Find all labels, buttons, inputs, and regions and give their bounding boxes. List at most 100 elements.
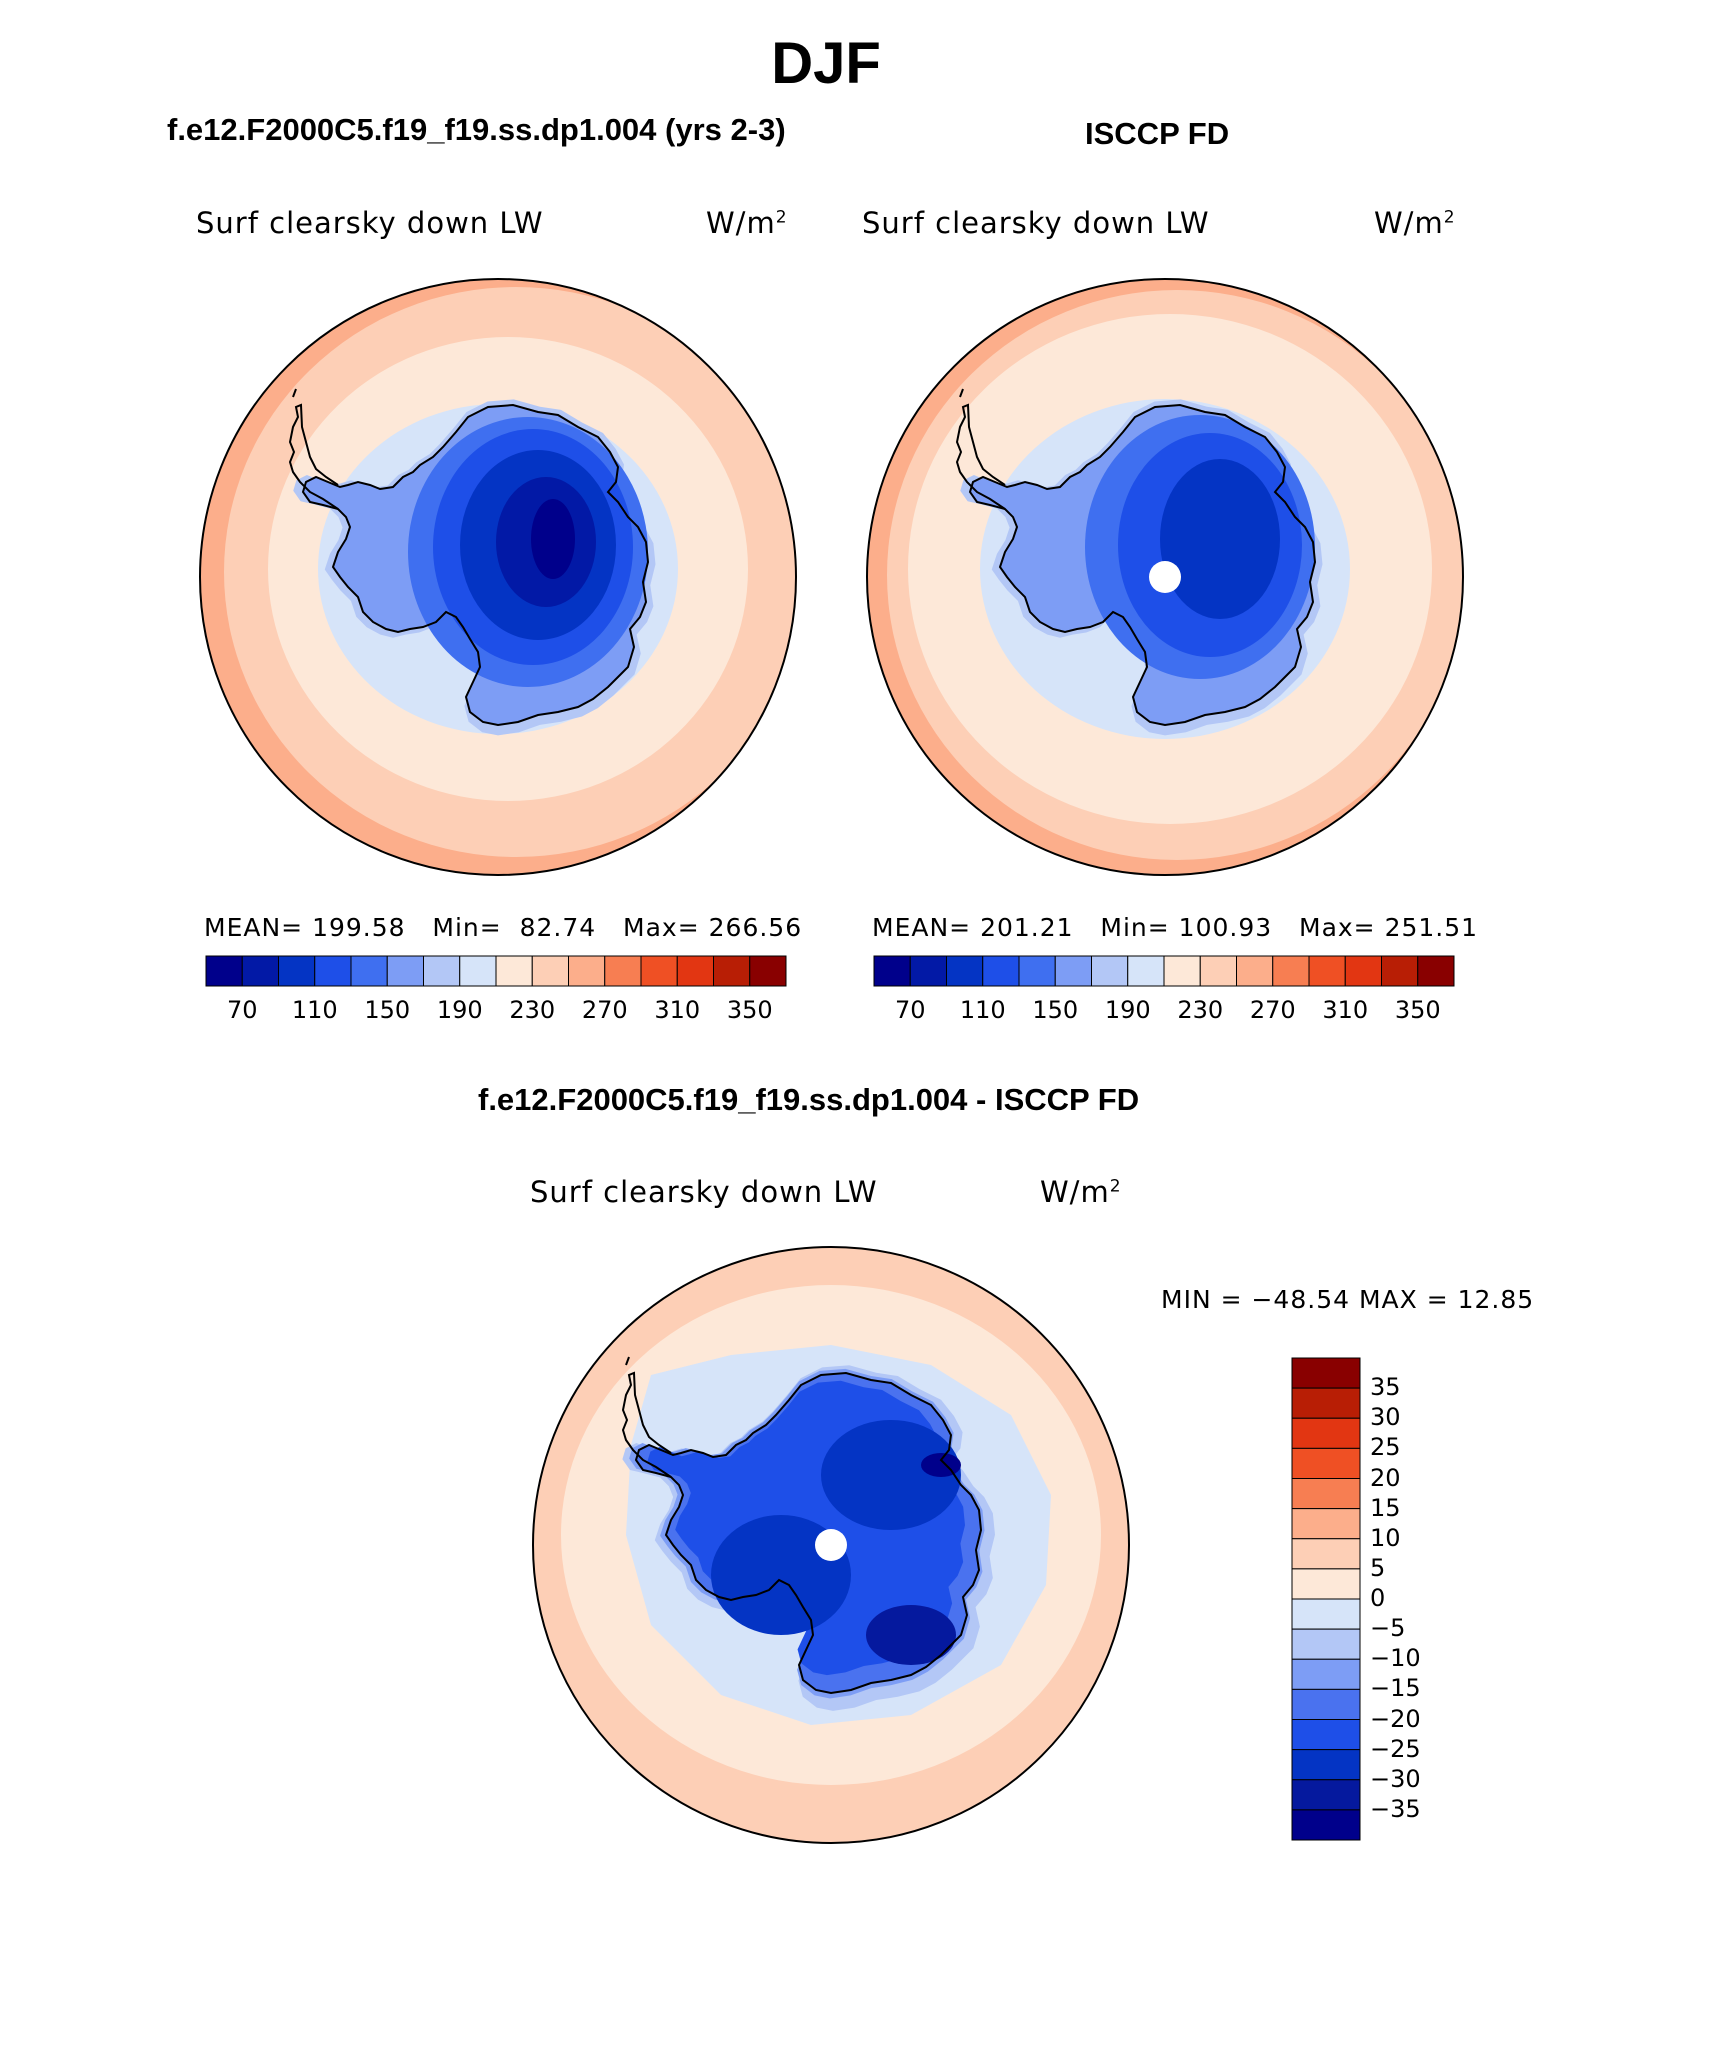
colorbar-tick-label: 15	[1370, 1493, 1401, 1522]
diff-colorbar	[1291, 1357, 1361, 1841]
model-stats: MEAN= 199.58 Min= 82.74 Max= 266.56	[204, 913, 802, 942]
obs-mean-label: MEAN=	[872, 913, 972, 942]
colorbar-tick-label: 5	[1370, 1553, 1386, 1582]
model-units-label: W/m2	[706, 206, 788, 240]
obs-variable-label: Surf clearsky down LW	[862, 206, 1210, 240]
colorbar-box	[749, 955, 787, 987]
obs-mean-value: 201.21	[980, 913, 1074, 942]
colorbar-box	[205, 955, 243, 987]
model-mean-value: 199.58	[312, 913, 406, 942]
colorbar-tick-label: 30	[1370, 1403, 1401, 1432]
colorbar-box	[1381, 955, 1419, 987]
obs-polar-map	[866, 278, 1464, 876]
colorbar-tick-label: 110	[291, 996, 338, 1024]
colorbar-tick-label: 70	[894, 996, 926, 1024]
colorbar-box	[495, 955, 533, 987]
model-colorbar	[205, 955, 787, 987]
colorbar-tick-label: −5	[1370, 1614, 1406, 1643]
colorbar-box	[1291, 1809, 1361, 1841]
colorbar-box	[1291, 1628, 1361, 1660]
diff-polar-map	[532, 1246, 1130, 1844]
colorbar-box	[386, 955, 424, 987]
model-colorbar-ticks: 70 110 150 190 230 270 310 350	[206, 996, 786, 1026]
colorbar-tick-label: 350	[1394, 996, 1441, 1024]
pole-missing-data	[815, 1529, 847, 1561]
model-min-value: 82.74	[519, 913, 597, 942]
colorbar-box	[1291, 1598, 1361, 1630]
colorbar-box	[604, 955, 642, 987]
obs-min-value: 100.93	[1178, 913, 1273, 942]
colorbar-box	[531, 955, 569, 987]
contour-field	[866, 1605, 956, 1665]
colorbar-box	[1199, 955, 1237, 987]
obs-min-label: Min=	[1100, 913, 1170, 942]
colorbar-box	[1291, 1478, 1361, 1510]
colorbar-tick-label: −20	[1370, 1704, 1421, 1733]
colorbar-box	[640, 955, 678, 987]
diff-variable-label: Surf clearsky down LW	[530, 1175, 878, 1209]
colorbar-box	[713, 955, 751, 987]
colorbar-box	[982, 955, 1020, 987]
colorbar-box	[1127, 955, 1165, 987]
colorbar-tick-label: 10	[1370, 1523, 1401, 1552]
map-boundary	[532, 1246, 1130, 1844]
colorbar-box	[1291, 1357, 1361, 1389]
colorbar-box	[350, 955, 388, 987]
contour-field	[821, 1420, 961, 1530]
antarctica-coastline	[301, 403, 650, 727]
colorbar-tick-label: 150	[1032, 996, 1079, 1024]
model-mean-label: MEAN=	[204, 913, 304, 942]
colorbar-tick-label: 270	[581, 996, 628, 1024]
antarctica-coastline	[634, 1371, 983, 1695]
contour-field	[921, 1453, 961, 1477]
colorbar-tick-label: −30	[1370, 1764, 1421, 1793]
colorbar-box	[1291, 1719, 1361, 1751]
model-max-value: 266.56	[708, 913, 803, 942]
colorbar-box	[1344, 955, 1382, 987]
colorbar-tick-label: 310	[1322, 996, 1369, 1024]
colorbar-box	[1308, 955, 1346, 987]
colorbar-box	[676, 955, 714, 987]
obs-colorbar-ticks: 70 110 150 190 230 270 310 350	[874, 996, 1454, 1026]
obs-panel-title: ISCCP FD	[1085, 116, 1230, 151]
colorbar-box	[1091, 955, 1129, 987]
diff-colorbar-ticks: 35 30 25 20 15 10 5 0 −5 −10 −15 −20 −25 −30 −35	[1370, 1358, 1460, 1840]
peninsula-coastline	[621, 1371, 672, 1478]
colorbar-box	[1291, 1538, 1361, 1570]
colorbar-tick-label: 310	[654, 996, 701, 1024]
contour-field	[531, 499, 575, 579]
colorbar-box	[241, 955, 279, 987]
colorbar-box	[278, 955, 316, 987]
colorbar-tick-label: 190	[1104, 996, 1151, 1024]
colorbar-box	[1272, 955, 1310, 987]
colorbar-tick-label: 150	[364, 996, 411, 1024]
obs-colorbar	[873, 955, 1455, 987]
colorbar-box	[1054, 955, 1092, 987]
colorbar-tick-label: 35	[1370, 1373, 1401, 1402]
colorbar-box	[459, 955, 497, 987]
diff-minmax: MIN = −48.54 MAX = 12.85	[1161, 1285, 1535, 1314]
colorbar-box	[1291, 1658, 1361, 1690]
colorbar-box	[1291, 1568, 1361, 1600]
diff-units-label: W/m2	[1040, 1175, 1122, 1209]
map-boundary	[199, 278, 797, 876]
colorbar-tick-label: −35	[1370, 1794, 1421, 1823]
colorbar-tick-label: −10	[1370, 1644, 1421, 1673]
colorbar-box	[1417, 955, 1455, 987]
colorbar-box	[1291, 1749, 1361, 1781]
colorbar-box	[946, 955, 984, 987]
colorbar-box	[1236, 955, 1274, 987]
colorbar-box	[1291, 1417, 1361, 1449]
peninsula-coastline	[955, 403, 1006, 510]
model-panel-title: f.e12.F2000C5.f19_f19.ss.dp1.004 (yrs 2-…	[167, 112, 786, 147]
colorbar-tick-label: 190	[436, 996, 483, 1024]
colorbar-box	[1018, 955, 1056, 987]
colorbar-box	[1291, 1779, 1361, 1811]
model-polar-map	[199, 278, 797, 876]
colorbar-tick-label: 230	[1177, 996, 1224, 1024]
obs-stats: MEAN= 201.21 Min= 100.93 Max= 251.51	[872, 913, 1478, 942]
colorbar-box	[1291, 1688, 1361, 1720]
map-boundary	[866, 278, 1464, 876]
colorbar-tick-label: 0	[1370, 1584, 1386, 1612]
model-variable-label: Surf clearsky down LW	[196, 206, 544, 240]
